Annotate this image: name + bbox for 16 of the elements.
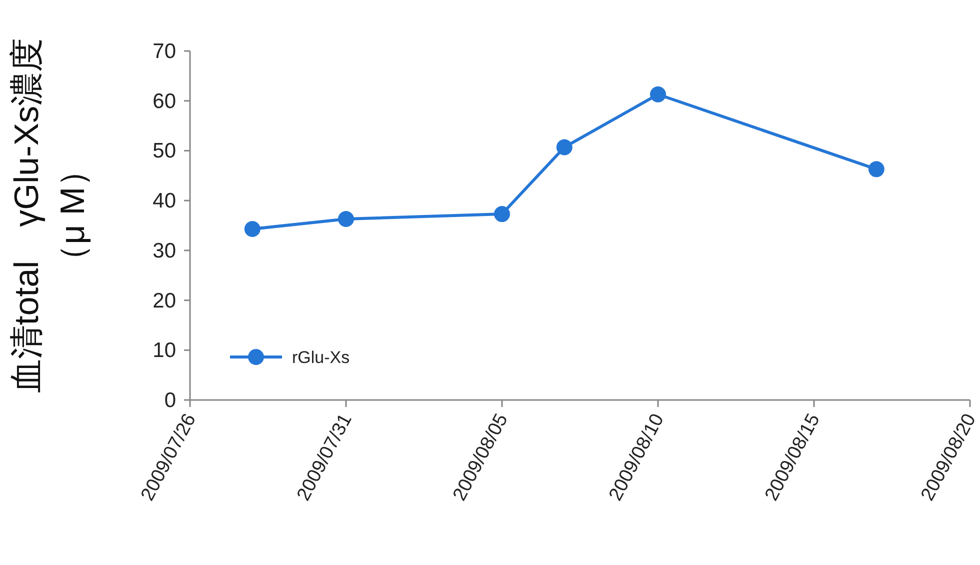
point <box>244 220 260 237</box>
y-tick-label: 20 <box>152 289 176 312</box>
legend-label: rGlu-Xs <box>292 348 350 367</box>
y-tick-label: 50 <box>152 140 176 163</box>
y-tick-label: 10 <box>152 339 176 362</box>
point <box>556 139 572 156</box>
y-axis-title: 血清total γGlu-Xs濃度（μ M） <box>8 38 92 394</box>
point <box>494 206 510 222</box>
point <box>868 161 884 178</box>
y-tick-label: 70 <box>152 40 176 63</box>
point <box>650 86 666 102</box>
y-tick-label: 60 <box>152 90 176 113</box>
y-tick-label: 40 <box>152 190 176 213</box>
point <box>338 211 354 228</box>
y-tick-label: 30 <box>152 239 176 262</box>
y-tick-label: 0 <box>164 389 176 412</box>
